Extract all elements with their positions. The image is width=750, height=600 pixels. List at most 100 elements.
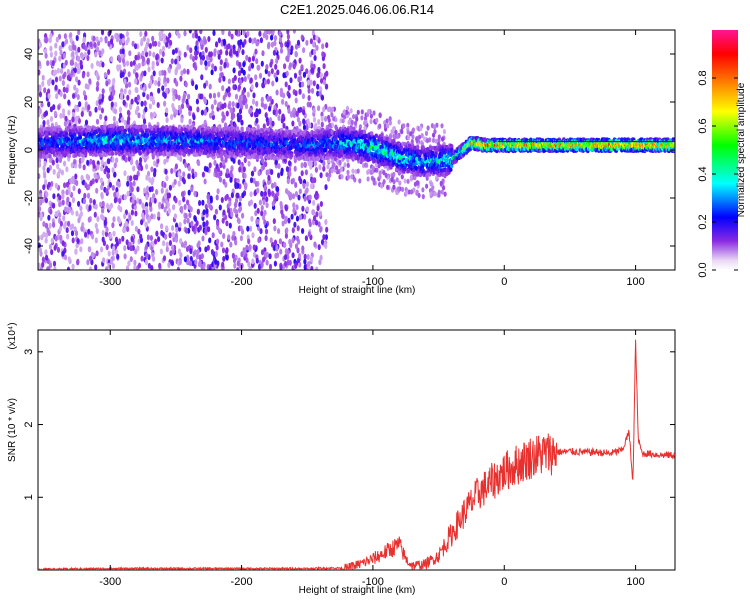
spectrogram-cell: [92, 162, 96, 169]
spectrogram-cell: [265, 64, 269, 70]
spectrogram-cell: [62, 215, 66, 222]
spectrogram-cell: [103, 72, 107, 78]
spectrogram-cell: [242, 249, 247, 256]
spectrogram-cell: [222, 159, 226, 166]
spectrogram-cell: [61, 41, 65, 48]
spectrogram-cell: [346, 169, 350, 175]
spectrogram-cell: [77, 188, 81, 195]
spectrogram-cell: [114, 101, 118, 108]
spectrogram-cell: [267, 174, 271, 181]
spectrogram-cell: [137, 262, 141, 269]
spectrogram-cell: [292, 63, 296, 70]
spectrogram-cell: [172, 204, 176, 211]
spectrogram-cell: [134, 225, 138, 232]
spectrogram-cell: [115, 120, 119, 127]
spectrogram-cell: [187, 173, 191, 180]
spectrogram-cell: [285, 70, 289, 77]
spectrogram-cell: [95, 85, 99, 92]
spectrogram-cell: [298, 88, 302, 95]
spectrogram-cell: [87, 104, 91, 111]
spectrogram-cell: [246, 91, 250, 98]
spectrogram-cell: [74, 230, 79, 237]
spectrogram-cell: [94, 51, 98, 58]
spectrogram-cell: [312, 209, 316, 216]
spectrogram-cell: [320, 77, 324, 84]
spectrogram-cell: [250, 215, 254, 222]
spectrogram-cell: [419, 125, 423, 132]
spectrogram-cell: [270, 169, 274, 175]
spectrogram-cell: [38, 84, 42, 91]
spectrogram-cell: [170, 260, 174, 267]
spectrogram-cell: [305, 181, 309, 188]
spectrogram-cell: [62, 73, 66, 80]
spectrogram-cell: [86, 55, 90, 61]
spectrogram-cell: [222, 255, 226, 262]
spectrogram-cell: [141, 212, 145, 219]
spectrogram-cell: [429, 191, 433, 197]
spectrogram-cell: [298, 214, 302, 221]
spectrogram-cell: [73, 67, 77, 74]
spectrogram-cell: [174, 232, 178, 239]
spectrogram-cell: [312, 107, 316, 114]
spectrogram-cell: [306, 254, 310, 260]
spectrogram-cell: [277, 228, 281, 235]
spectrogram-cell: [72, 185, 76, 192]
spectrogram-cell: [165, 241, 169, 248]
spectrogram-cell: [167, 66, 171, 73]
spectrogram-cell: [94, 237, 98, 244]
spectrogram-cell: [191, 168, 195, 175]
spectrogram-cell: [263, 103, 267, 110]
spectrogram-cell: [77, 200, 81, 207]
spectrogram-cell: [246, 225, 250, 232]
spectrogram-cell: [143, 124, 148, 130]
spectrogram-cell: [213, 65, 217, 72]
spectrogram-cell: [64, 38, 69, 45]
spectrogram-cell: [261, 158, 265, 164]
spectrogram-cell: [105, 244, 109, 251]
spectrogram-cell: [296, 225, 300, 232]
spectrogram-cell: [52, 202, 56, 209]
spectrogram-cell: [70, 59, 74, 66]
spectrogram-cell: [293, 165, 297, 172]
spectrogram-cell: [150, 74, 154, 81]
spectrogram-cell: [260, 96, 264, 103]
spectrogram-heatmap: [38, 30, 675, 270]
spectrogram-cell: [98, 99, 102, 105]
spectrogram-cell: [327, 106, 331, 113]
spectrogram-cell: [141, 113, 146, 120]
spectrogram-cell: [153, 160, 157, 167]
spectrogram-cell: [221, 217, 225, 224]
spectrogram-cell: [82, 36, 86, 43]
spectrogram-cell: [49, 208, 53, 215]
spectrogram-cell: [108, 95, 112, 102]
spectrogram-cell: [112, 245, 116, 252]
spectrogram-cell: [207, 226, 211, 233]
spectrogram-cell: [63, 160, 67, 167]
spectrogram-cell: [230, 33, 234, 40]
spectrogram-cell: [206, 244, 210, 251]
spectrogram-cell: [400, 174, 404, 180]
spectrogram-cell: [44, 37, 48, 44]
spectrogram-cell: [51, 79, 55, 86]
spectrogram-cell: [250, 84, 254, 91]
spectrogram-cell: [210, 69, 214, 76]
spectrogram-cell: [140, 40, 144, 47]
spectrogram-cell: [113, 191, 117, 198]
spectrogram-cell: [165, 199, 169, 206]
spectrogram-cell: [215, 238, 220, 245]
spectrogram-cell: [86, 192, 91, 199]
spectrogram-cell: [227, 78, 231, 85]
spectrogram-cell: [75, 87, 79, 94]
spectrogram-cell: [233, 75, 237, 81]
spectrogram-cell: [38, 262, 41, 269]
spectrogram-cell: [274, 63, 278, 70]
spectrogram-cell: [241, 212, 245, 219]
spectrogram-cell: [117, 181, 121, 188]
spectrogram-cell: [314, 194, 319, 201]
spectrogram-cell: [320, 115, 324, 122]
spectrogram-cell: [256, 218, 260, 225]
spectrogram-cell: [52, 104, 56, 111]
spectrogram-cell: [260, 60, 264, 67]
spectrogram-cell: [260, 190, 264, 197]
spectrogram-cell: [175, 80, 179, 87]
